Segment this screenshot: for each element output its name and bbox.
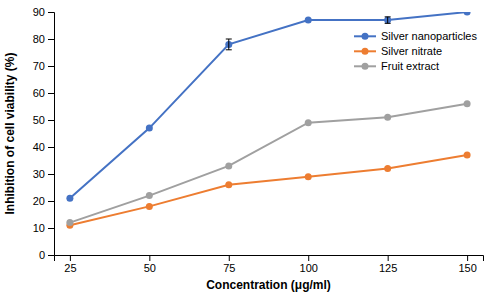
point [464, 100, 471, 107]
point [66, 195, 73, 202]
legend-item: Fruit extract [354, 60, 439, 72]
x-axis-line [55, 256, 484, 262]
x-tick: 125 [379, 255, 397, 274]
y-tick-mark [48, 93, 54, 94]
y-tick: 70 [33, 60, 54, 72]
x-tick: 50 [144, 255, 156, 274]
y-tick-label: 70 [33, 60, 45, 72]
x-tick: 100 [300, 255, 318, 274]
legend-label: Silver nitrate [381, 45, 442, 57]
x-tick-label: 100 [300, 262, 318, 274]
y-tick-label: 60 [33, 87, 45, 99]
legend: Silver nanoparticles Silver nitrate Fruit … [354, 30, 477, 72]
y-tick-mark [48, 201, 54, 202]
y-tick-mark [48, 12, 54, 13]
point [146, 125, 153, 132]
point [305, 119, 312, 126]
x-axis: 25 50 75 100 125 150 [55, 255, 484, 274]
point [305, 17, 312, 24]
y-tick-label: 20 [33, 195, 45, 207]
y-tick-mark [48, 66, 54, 67]
y-tick-mark [48, 228, 54, 229]
y-tick: 80 [33, 33, 54, 45]
point [384, 114, 391, 121]
y-tick: 30 [33, 168, 54, 180]
x-tick-label: 25 [64, 262, 76, 274]
point [305, 173, 312, 180]
point [146, 203, 153, 210]
legend-marker [362, 63, 369, 70]
legend-label: Fruit extract [381, 60, 439, 72]
y-tick-label: 10 [33, 222, 45, 234]
legend-item: Silver nanoparticles [354, 30, 477, 42]
x-tick-label: 150 [458, 262, 476, 274]
x-axis-title: Concentration (μg/ml) [206, 278, 331, 292]
x-tick-mark [149, 255, 150, 261]
point [146, 192, 153, 199]
plot-area: 25 50 75 100 125 150 0 10 20 30 40 50 60 70 80 90 Silver… [33, 6, 484, 274]
x-tick-mark [467, 255, 468, 261]
y-tick-mark [48, 255, 54, 256]
y-tick-label: 30 [33, 168, 45, 180]
legend-label: Silver nanoparticles [381, 30, 477, 42]
y-tick-label: 0 [39, 249, 45, 261]
error-bar [226, 39, 232, 50]
y-tick-mark [48, 120, 54, 121]
x-tick-label: 50 [144, 262, 156, 274]
y-tick-label: 50 [33, 114, 45, 126]
y-tick-mark [48, 39, 54, 40]
data-layer [66, 12, 470, 229]
y-tick: 0 [39, 249, 54, 261]
x-tick: 25 [64, 255, 76, 274]
y-tick-label: 90 [33, 6, 45, 18]
chart: 25 50 75 100 125 150 0 10 20 30 40 50 60 70 80 90 Silver… [0, 0, 497, 297]
y-tick: 90 [33, 6, 54, 18]
y-tick: 20 [33, 195, 54, 207]
y-tick-mark [48, 174, 54, 175]
x-tick-mark [229, 255, 230, 261]
series-line [70, 104, 467, 223]
point [225, 162, 232, 169]
series-line [70, 155, 467, 225]
x-tick-label: 75 [223, 262, 235, 274]
point [464, 12, 471, 16]
x-tick-mark [388, 255, 389, 261]
y-axis-line [48, 13, 55, 256]
y-tick: 40 [33, 141, 54, 153]
legend-marker [362, 33, 369, 40]
x-tick-mark [70, 255, 71, 261]
y-tick-label: 80 [33, 33, 45, 45]
y-tick-mark [48, 147, 54, 148]
y-tick-label: 40 [33, 141, 45, 153]
point [225, 181, 232, 188]
legend-item: Silver nitrate [354, 45, 442, 57]
point [384, 17, 391, 24]
y-tick: 60 [33, 87, 54, 99]
error-bar [385, 17, 391, 23]
y-axis-title: Inhibition of cell viability (%) [3, 52, 17, 214]
x-tick-mark [308, 255, 309, 261]
x-tick: 150 [458, 255, 476, 274]
y-axis: 0 10 20 30 40 50 60 70 80 90 [33, 6, 55, 261]
y-tick: 50 [33, 114, 54, 126]
x-tick: 75 [223, 255, 235, 274]
point [384, 165, 391, 172]
y-tick: 10 [33, 222, 54, 234]
x-tick-label: 125 [379, 262, 397, 274]
point [464, 152, 471, 159]
point [66, 219, 73, 226]
legend-marker [362, 48, 369, 55]
